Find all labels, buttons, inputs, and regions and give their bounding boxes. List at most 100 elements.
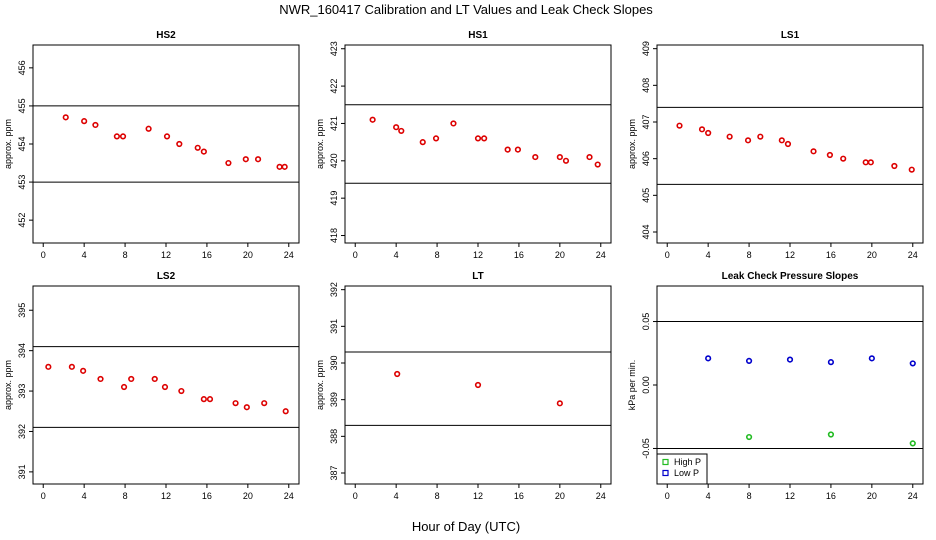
data-point — [200, 396, 207, 403]
legend-marker — [662, 469, 669, 477]
data-point — [178, 387, 185, 395]
x-tick-label: 20 — [555, 250, 565, 260]
panel-ls1: LS1 approx. ppm 0 4 8 12 16 20 24 404 405 406 407 408… — [627, 30, 924, 260]
data-point — [194, 144, 201, 151]
y-tick-label: 454 — [17, 136, 27, 151]
x-tick-label: 24 — [908, 250, 918, 260]
data-point — [827, 431, 835, 438]
data-point — [474, 381, 482, 389]
data-point — [432, 135, 440, 142]
y-tick-label: -0.05 — [641, 438, 651, 459]
y-tick-label: 392 — [329, 282, 339, 297]
data-point — [594, 161, 601, 168]
data-point — [398, 127, 405, 135]
x-tick-label: 24 — [284, 491, 294, 501]
x-tick-label: 16 — [514, 491, 524, 501]
legend-label: High P — [674, 457, 701, 467]
series-low-p — [705, 355, 916, 367]
data-point — [562, 157, 570, 164]
panel-title: LS1 — [781, 30, 800, 41]
data-point — [282, 408, 289, 415]
y-tick-label: 420 — [329, 153, 339, 168]
y-tick-label: 394 — [17, 343, 27, 358]
series-points — [394, 370, 563, 407]
y-axis-label: approx. ppm — [627, 119, 637, 169]
x-tick-label: 20 — [867, 250, 877, 260]
data-point — [745, 357, 753, 364]
data-point — [45, 363, 52, 370]
legend-marker — [662, 458, 669, 466]
x-tick-label: 0 — [41, 491, 46, 501]
x-tick-label: 0 — [665, 250, 670, 260]
data-point — [450, 120, 457, 127]
x-tick-label: 8 — [747, 491, 752, 501]
data-point — [393, 124, 400, 131]
data-point — [92, 121, 99, 129]
series-points — [62, 114, 288, 170]
y-tick-label: 0.05 — [641, 313, 651, 331]
x-tick-label: 12 — [785, 491, 795, 501]
x-tick-label: 16 — [202, 250, 212, 260]
x-axis-label: Hour of Day (UTC) — [412, 519, 520, 534]
data-point — [840, 155, 847, 162]
x-tick-label: 8 — [123, 491, 128, 501]
data-point — [81, 118, 88, 125]
data-point — [119, 133, 127, 140]
y-axis-label: approx. ppm — [315, 360, 325, 410]
panel-lt: LT approx. ppm 0 4 8 12 16 20 24 387 388 389 390 391 3… — [315, 271, 612, 501]
data-point — [419, 139, 426, 146]
x-tick-label: 8 — [435, 491, 440, 501]
data-point — [826, 151, 834, 159]
data-point — [225, 159, 232, 167]
data-point — [151, 375, 158, 383]
x-tick-label: 16 — [514, 250, 524, 260]
panel-title: LT — [472, 271, 483, 282]
y-tick-label: 407 — [641, 114, 651, 129]
y-tick-label: 387 — [329, 465, 339, 480]
x-tick-label: 24 — [284, 250, 294, 260]
y-tick-label: 0.00 — [641, 376, 651, 394]
y-tick-label: 422 — [329, 79, 339, 94]
data-point — [68, 363, 75, 370]
y-axis-label: approx. ppm — [3, 119, 13, 169]
y-tick-label: 453 — [17, 175, 27, 190]
x-tick-label: 4 — [394, 250, 399, 260]
data-point — [744, 137, 752, 144]
data-point — [909, 440, 916, 447]
data-point — [514, 146, 522, 153]
data-point — [784, 140, 792, 148]
data-point — [676, 122, 683, 129]
x-tick-label: 16 — [202, 491, 212, 501]
x-tick-label: 4 — [394, 491, 399, 501]
data-point — [176, 140, 183, 148]
x-tick-label: 16 — [826, 250, 836, 260]
y-tick-label: 418 — [329, 228, 339, 243]
x-tick-label: 12 — [473, 491, 483, 501]
x-tick-label: 0 — [665, 491, 670, 501]
y-tick-label: 405 — [641, 188, 651, 203]
data-point — [206, 396, 214, 403]
x-tick-label: 12 — [161, 491, 171, 501]
data-point — [867, 159, 874, 166]
legend-label: Low P — [674, 468, 699, 478]
x-tick-label: 12 — [473, 250, 483, 260]
data-point — [62, 114, 69, 121]
x-tick-label: 8 — [123, 250, 128, 260]
data-point — [145, 125, 152, 132]
data-point — [705, 355, 712, 362]
x-tick-label: 0 — [353, 250, 358, 260]
y-tick-label: 409 — [641, 41, 651, 56]
plot-frame — [32, 44, 300, 244]
x-tick-label: 4 — [82, 250, 87, 260]
y-tick-label: 392 — [17, 424, 27, 439]
data-point — [474, 135, 482, 142]
y-tick-label: 389 — [329, 392, 339, 407]
data-point — [891, 162, 898, 170]
data-point — [242, 156, 249, 163]
y-tick-label: 404 — [641, 224, 651, 239]
y-axis-label: approx. ppm — [3, 360, 13, 410]
x-tick-label: 20 — [555, 491, 565, 501]
data-point — [698, 126, 706, 133]
